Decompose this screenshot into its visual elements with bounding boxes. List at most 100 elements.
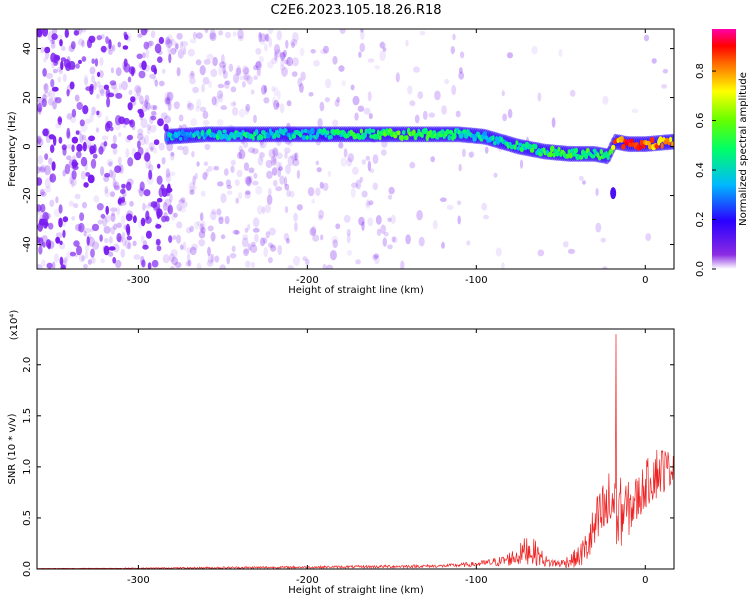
noise-speckle — [217, 83, 225, 89]
noise-speckle — [182, 145, 189, 156]
noise-speckle — [231, 245, 236, 252]
noise-speckle — [92, 153, 98, 159]
x-tick-label: -100 — [465, 275, 488, 286]
noise-speckle — [204, 143, 211, 151]
noise-speckle — [96, 35, 103, 41]
noise-speckle — [276, 30, 282, 41]
noise-speckle — [270, 155, 277, 166]
ridge-cell — [423, 127, 428, 135]
noise-speckle — [181, 201, 188, 208]
noise-speckle — [71, 170, 77, 180]
noise-speckle — [116, 222, 122, 229]
noise-speckle — [409, 161, 416, 169]
noise-speckle — [294, 152, 299, 161]
noise-speckle — [112, 243, 120, 253]
noise-speckle — [272, 157, 277, 164]
noise-speckle — [52, 29, 58, 35]
x-tick-label: -300 — [127, 575, 150, 586]
noise-speckle — [90, 158, 97, 169]
noise-speckle — [317, 118, 323, 128]
noise-speckle — [375, 215, 382, 225]
noise-speckle — [405, 39, 409, 47]
noise-speckle — [111, 44, 116, 52]
noise-speckle — [108, 246, 116, 251]
noise-speckle — [383, 231, 389, 237]
noise-speckle — [70, 41, 76, 50]
noise-speckle — [57, 66, 62, 73]
noise-speckle — [285, 164, 291, 175]
noise-speckle — [165, 173, 172, 183]
noise-speckle — [458, 71, 465, 80]
noise-speckle — [291, 41, 295, 49]
noise-speckle — [455, 110, 461, 118]
noise-speckle — [55, 97, 62, 104]
isolated-blob — [610, 187, 617, 200]
noise-speckle — [145, 230, 152, 239]
noise-speckle — [214, 255, 220, 263]
noise-speckle — [51, 33, 58, 40]
noise-speckle — [166, 91, 174, 102]
noise-speckle — [289, 154, 295, 160]
noise-speckle — [258, 31, 262, 38]
noise-speckle — [71, 64, 77, 71]
noise-speckle — [343, 214, 351, 223]
noise-speckle — [346, 233, 351, 244]
noise-speckle — [189, 38, 197, 44]
ridge-cell — [648, 144, 653, 150]
noise-speckle — [138, 220, 143, 229]
noise-speckle — [79, 212, 85, 222]
noise-speckle — [380, 149, 387, 156]
noise-speckle — [77, 29, 83, 35]
ridge-cell — [368, 127, 372, 135]
noise-speckle — [284, 206, 289, 214]
noise-speckle — [569, 89, 576, 97]
noise-speckle — [100, 166, 105, 176]
ridge-cell — [308, 133, 313, 141]
noise-speckle — [322, 182, 329, 191]
noise-speckle — [125, 148, 130, 158]
noise-speckle — [182, 46, 187, 55]
noise-speckle — [153, 139, 160, 146]
noise-speckle — [210, 253, 215, 263]
noise-speckle — [278, 161, 283, 172]
noise-speckle — [76, 143, 83, 152]
noise-speckle — [156, 210, 161, 220]
noise-speckle — [40, 203, 46, 213]
noise-speckle — [199, 106, 207, 113]
noise-speckle — [506, 52, 514, 59]
noise-speckle — [365, 155, 370, 161]
noise-speckle — [37, 135, 42, 144]
noise-speckle — [195, 106, 200, 112]
colorbar-ticks: 0.0 0.2 0.4 0.6 0.8 — [695, 63, 716, 277]
noise-speckle — [189, 189, 195, 195]
noise-speckle — [83, 74, 89, 85]
noise-speckle — [283, 176, 288, 187]
noise-speckle — [106, 45, 114, 51]
ridge-cell — [440, 129, 445, 135]
colorbar-tick-label: 0.4 — [695, 162, 706, 178]
noise-speckle — [128, 89, 133, 95]
noise-speckle — [165, 97, 171, 105]
noise-speckle — [230, 102, 236, 107]
noise-speckle — [235, 67, 242, 77]
noise-speckle — [346, 228, 351, 236]
noise-speckle — [225, 179, 232, 187]
noise-speckle — [350, 187, 356, 198]
noise-speckle — [71, 216, 76, 221]
noise-speckle — [70, 114, 77, 124]
noise-speckle — [208, 80, 213, 89]
noise-speckle — [273, 179, 278, 187]
noise-speckle — [59, 240, 63, 245]
noise-speckle — [59, 39, 63, 47]
noise-speckle — [388, 186, 395, 195]
noise-speckle — [551, 117, 556, 128]
noise-speckle — [238, 108, 246, 118]
noise-speckle — [225, 31, 231, 39]
noise-speckle — [37, 166, 41, 174]
noise-speckle — [46, 72, 53, 79]
noise-speckle — [662, 68, 669, 74]
ridge-cell — [411, 129, 416, 136]
noise-speckle — [61, 46, 66, 51]
noise-speckle — [104, 214, 111, 223]
noise-speckle — [66, 155, 72, 161]
